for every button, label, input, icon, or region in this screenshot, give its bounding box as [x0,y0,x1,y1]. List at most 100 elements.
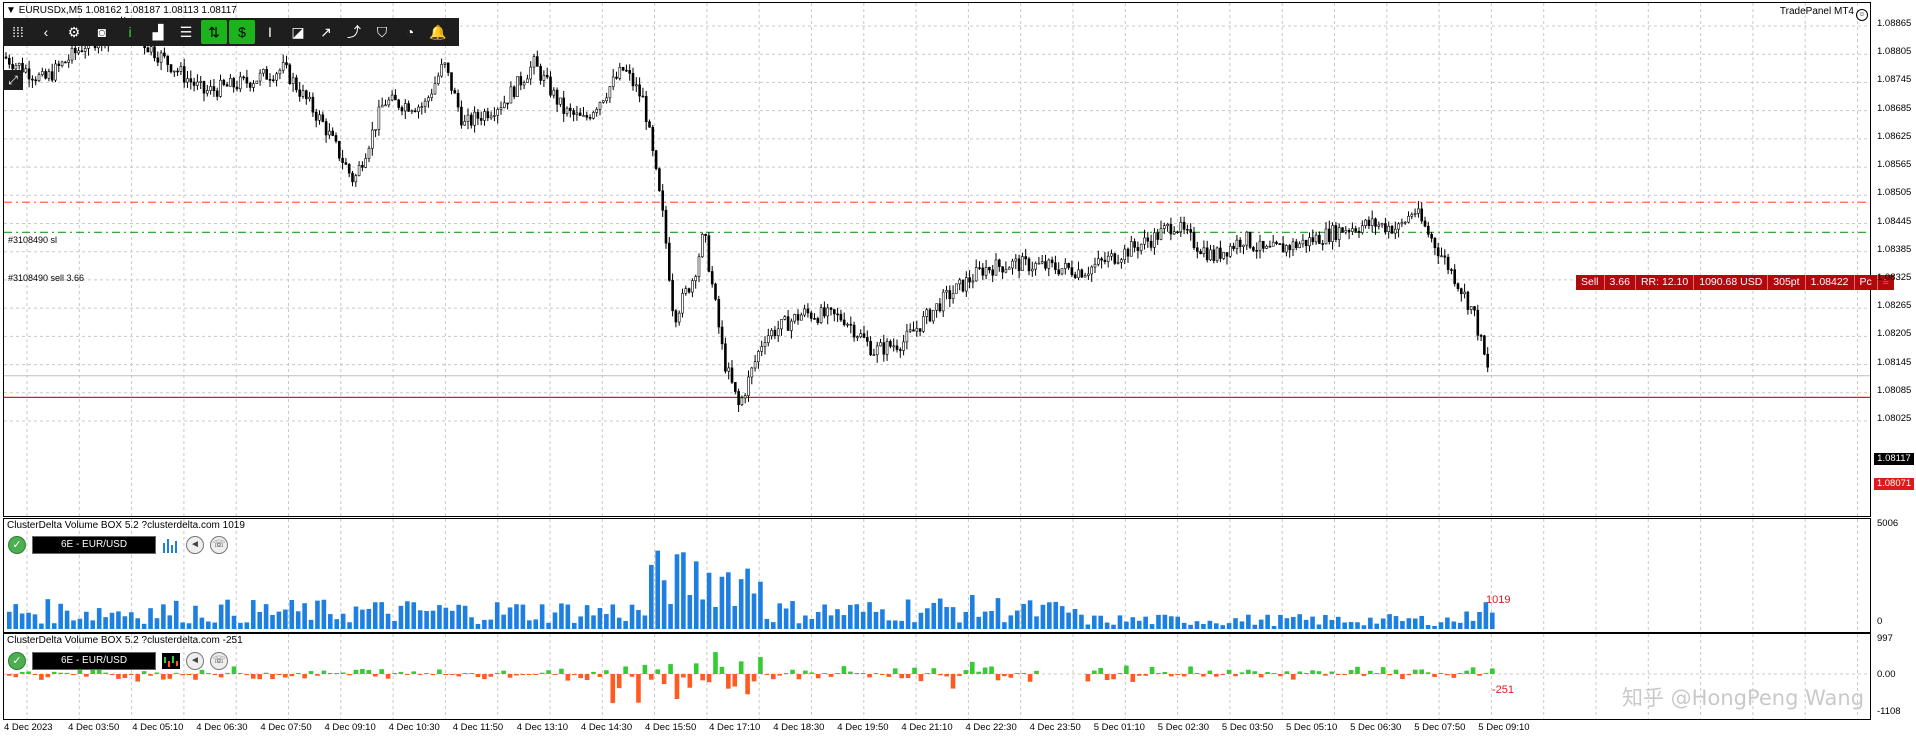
candle-body [1384,223,1387,233]
price-chart-pane[interactable] [3,2,1871,517]
delta-bar-positive [353,669,359,674]
volume-bar [770,622,776,629]
symbol-label: EURUSDx,M5 [18,5,83,16]
delta-bar-positive [64,672,70,674]
delta-bar-negative [148,674,153,676]
volume-bar [584,605,590,629]
delta-bar-positive [231,666,237,674]
volume-bar [122,616,128,629]
volume-bar [931,602,937,629]
trade-panel-label[interactable]: TradePanel MT4 ☺ [1780,6,1868,21]
volume-bar [437,605,442,629]
candle-body [1413,213,1417,215]
dollar-icon[interactable]: $ [229,20,255,44]
price-tick-label: 1.08265 [1877,300,1912,312]
delta-bar-positive [912,667,917,674]
candle-body [1060,268,1064,275]
delta-bar-negative [1323,674,1328,676]
sell-position-panel[interactable]: Sell 3.66 RR: 12.10 1090.68 USD 305pt 1.… [1576,275,1894,290]
delta-bar-positive [199,669,205,674]
volume-bar [475,623,481,629]
volume-bar [148,608,153,629]
price-chart-svg[interactable] [4,3,1871,516]
delta-bars-icon[interactable] [162,653,180,669]
sell-side[interactable]: Sell [1576,275,1605,290]
volume-bar [546,622,551,629]
shield-icon[interactable]: ⛉ [376,23,388,40]
instrument-field[interactable]: 6E - EUR/USD [32,652,156,670]
pie-icon[interactable]: ◔ [405,24,415,40]
time-axis[interactable]: 4 Dec 2023 4 Dec 03:50 4 Dec 05:10 4 Dec 06… [0,722,1870,738]
list-icon[interactable]: ☰ [179,23,193,40]
candle-body [1285,245,1288,253]
candle-body [869,341,872,356]
candle-body [489,115,493,119]
candle-body [351,172,354,183]
delta-bar-positive [1368,670,1373,674]
price-tick-label: 1.08745 [1877,74,1912,86]
delta-bar-negative [1136,674,1142,676]
trend-icon[interactable]: ↗ [320,23,332,40]
price-axis[interactable]: 1.08865 1.08805 1.08745 1.08685 1.08625 1.085… [1873,0,1916,515]
candle-body [1064,262,1067,269]
mute-icon[interactable]: ◄ [186,536,204,554]
candle-body [166,55,169,65]
delta-bar-negative [39,674,44,680]
expand-icon[interactable]: ⤢ [3,70,23,90]
volume-bar [661,580,667,629]
grip-icon[interactable]: ⁞⁞⁞ [12,24,24,40]
candle-body [941,291,945,312]
delta-bar-positive [321,670,327,674]
trade-up-down-icon[interactable]: ⇅ [201,20,227,44]
gear-icon[interactable]: ⚙ [67,23,81,40]
candle-body [724,343,727,372]
candle-body [1341,227,1344,233]
phone-icon[interactable]: ☏ [210,652,228,670]
candle-body [1057,269,1060,275]
volume-bar [976,616,982,629]
volume-indicator-title: ClusterDelta Volume BOX 5.2 ?clusterdelt… [7,520,245,531]
mute-icon[interactable]: ◄ [186,652,204,670]
bar-chart-icon[interactable]: ▟ [152,23,164,40]
ok-check-icon[interactable]: ✓ [8,536,26,554]
candle-body [1463,291,1466,295]
volume-pane[interactable] [3,518,1871,633]
ok-check-icon[interactable]: ✓ [8,652,26,670]
ruler-icon[interactable]: ◪ [291,23,305,40]
delta-pane[interactable] [3,633,1871,720]
time-tick-label: 5 Dec 03:50 [1221,722,1274,733]
candle-body [971,280,975,283]
candle-body [1166,224,1169,227]
symbol-dropdown-icon[interactable]: ▼ [6,5,16,16]
camera-icon[interactable]: ◙ [97,24,107,40]
candle-body [1196,247,1199,252]
instrument-field[interactable]: 6E - EUR/USD [32,536,156,554]
partial-close-button[interactable]: Pc [1855,275,1878,290]
chevron-left-icon[interactable]: ‹ [43,24,49,40]
delta-bar-negative [527,674,532,675]
volume-bar [1464,611,1469,629]
delta-bar-negative [533,674,539,675]
delta-bar-positive [668,664,673,674]
info-icon[interactable]: i [128,24,132,40]
phone-icon[interactable]: ☏ [210,536,228,554]
candle-body [641,95,645,98]
candle-body [50,71,54,81]
delta-bar-negative [1111,674,1116,680]
candle-body [955,283,958,294]
candle-body [222,79,226,85]
delta-bar-positive [103,672,108,674]
delta-bar-negative [128,674,134,675]
candle-body [1351,228,1354,232]
text-cursor-icon[interactable]: I [268,24,272,40]
menu-icon[interactable]: ≡ [1882,276,1889,288]
trend-line-icon[interactable]: ⤴ [347,24,361,40]
volume-bars-icon[interactable] [162,537,180,553]
delta-bar-positive [1310,670,1315,674]
bell-icon[interactable]: 🔔 [429,23,447,40]
candle-body [407,103,410,112]
time-tick-label: 5 Dec 02:30 [1157,722,1210,733]
candle-body [288,64,292,84]
volume-bar [790,601,795,629]
